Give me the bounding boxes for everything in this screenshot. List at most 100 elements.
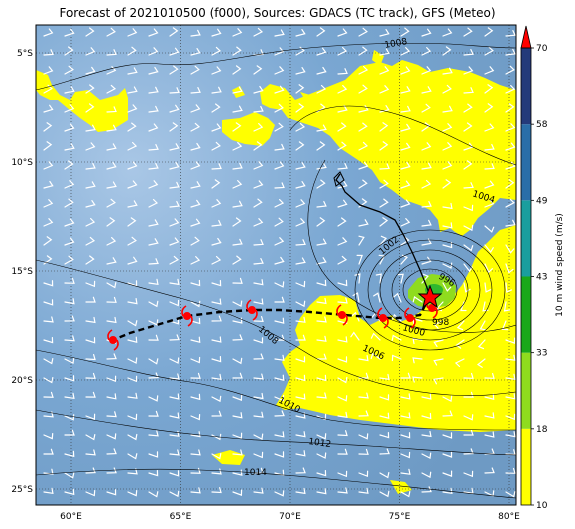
wind-barb (379, 48, 390, 56)
lat-tick-label: 25°S (11, 485, 33, 495)
lon-tick-label: 65°E (170, 512, 192, 522)
wind-barb (43, 280, 54, 287)
wind-barb (391, 334, 402, 341)
wind-barb (106, 489, 117, 496)
wind-barb (316, 66, 327, 75)
wind-barb (43, 433, 54, 440)
wind-barb (505, 373, 516, 381)
wind-barb (484, 467, 495, 474)
wind-barb (127, 200, 138, 208)
wind-barb (190, 48, 201, 56)
wind-barb (43, 468, 54, 475)
wind-barb (400, 451, 411, 459)
wind-barb (211, 315, 222, 322)
wind-barb (442, 262, 453, 269)
wind-barb (316, 27, 326, 37)
wind-barb (232, 217, 242, 227)
wind-barb (127, 453, 138, 460)
wind-barb (484, 163, 495, 170)
wind-barb (274, 237, 285, 246)
wind-barb (274, 431, 285, 438)
wind-barb (43, 180, 54, 189)
wind-barb (295, 218, 306, 227)
lat-tick-label: 10°S (11, 158, 33, 168)
wind-barb (127, 46, 137, 56)
wind-barb (169, 47, 180, 56)
wind-barb (85, 434, 96, 441)
wind-barb (43, 448, 54, 455)
wind-barb (253, 451, 264, 459)
wind-barbs (43, 27, 516, 498)
wind-barb (148, 105, 159, 113)
wind-barb (379, 122, 389, 132)
wind-barb (64, 104, 75, 113)
wind-barb (484, 263, 493, 274)
wind-barb (358, 487, 369, 494)
wind-barb (274, 122, 284, 132)
wind-barb (505, 393, 516, 400)
wind-barb (400, 432, 411, 439)
wind-barb (43, 66, 54, 75)
wind-barb (253, 337, 264, 344)
wind-barb (64, 277, 75, 284)
wind-barb (337, 105, 348, 113)
wind-barb (148, 162, 159, 170)
wind-barb (253, 161, 264, 170)
wind-barb (190, 142, 201, 151)
isobar-label: 1008 (384, 37, 409, 51)
wind-barb (463, 66, 474, 75)
wind-barb (421, 238, 432, 246)
wind-barb (274, 182, 285, 189)
wind-barb (106, 198, 116, 208)
wind-barb (358, 410, 369, 417)
wind-barb (127, 67, 138, 75)
wind-barb (85, 142, 96, 151)
wind-barb (295, 356, 306, 363)
wind-barb (505, 198, 515, 208)
wind-barb (400, 199, 411, 208)
wind-barb (148, 258, 159, 265)
wind-barb (127, 104, 138, 113)
wind-barb (253, 392, 264, 400)
wind-barb (211, 237, 222, 246)
wind-barb (484, 282, 492, 293)
wind-barb (295, 239, 306, 246)
wind-barb (463, 448, 474, 455)
wind-barb (85, 449, 96, 456)
wind-barb (232, 238, 243, 246)
wind-barb (106, 433, 117, 440)
plot-frame (35, 24, 517, 506)
wind-barb (169, 200, 180, 208)
wind-barb (169, 470, 180, 477)
wind-barb (106, 296, 117, 303)
wind-barb (127, 357, 138, 364)
wind-barb (253, 353, 264, 360)
wind-barb (43, 337, 54, 344)
wind-barb (274, 29, 285, 37)
wind-barb (421, 179, 432, 189)
wind-barb (106, 257, 117, 265)
wind-barb (463, 122, 473, 132)
wind-barb (190, 256, 201, 265)
gridlines (36, 25, 516, 505)
colorbar-extend-arrow (520, 25, 532, 49)
wind-barb (379, 179, 389, 189)
wind-barb (400, 412, 411, 419)
wind-barb (505, 103, 515, 113)
wind-barb (455, 339, 465, 349)
colorbar-tick-label: 70 (536, 44, 548, 54)
wind-barb (190, 181, 201, 189)
wind-barb (479, 320, 487, 331)
wind-barb (421, 28, 432, 37)
wind-barb (85, 280, 96, 288)
wind-barb (316, 297, 327, 305)
wind-barb (358, 433, 369, 440)
wind-barb (358, 65, 369, 75)
wind-barb (232, 105, 243, 113)
wind-barb (106, 162, 117, 170)
wind-barb (169, 65, 179, 75)
wind-barb (106, 411, 117, 418)
wind-barb (274, 490, 285, 497)
wind-barb (211, 179, 221, 189)
wind-barb (232, 469, 243, 476)
